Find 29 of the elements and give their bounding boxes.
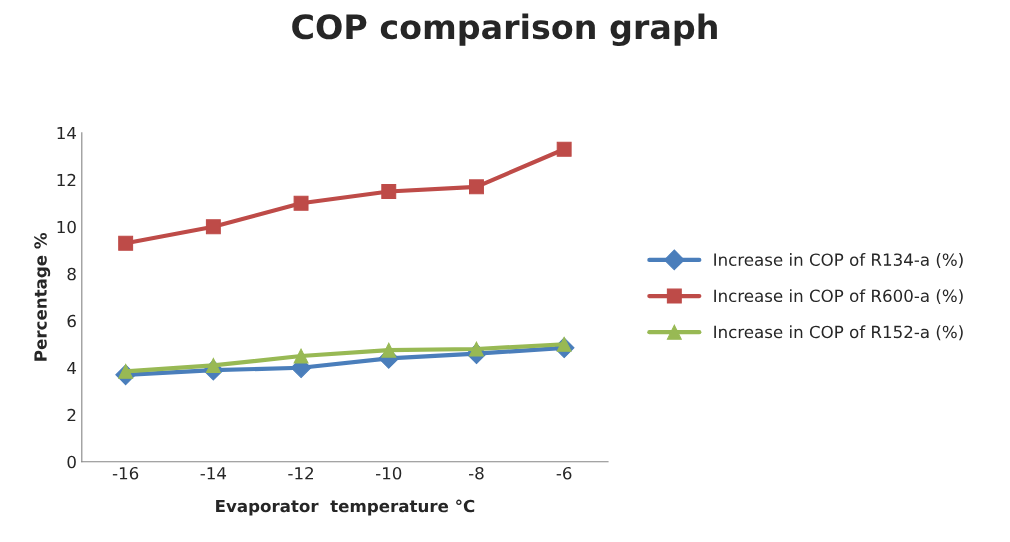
y-axis-title: Percentage % [34, 232, 51, 361]
point [293, 348, 309, 364]
legend-label: Increase in COP of R152-a (%) [714, 325, 963, 341]
x-tick-label: -6 [556, 466, 572, 480]
x-axis-title: Evaporator temperature °C [216, 499, 475, 516]
point [556, 141, 572, 157]
y-tick-label: 4 [67, 361, 77, 375]
y-tick-label: 12 [57, 173, 76, 187]
point [118, 235, 134, 251]
point [469, 179, 484, 195]
x-tick-label: -8 [468, 466, 484, 480]
point [205, 357, 221, 373]
y-tick-label: 8 [67, 267, 76, 281]
legend-label: Increase in COP of R600-a (%) [714, 289, 963, 305]
y-tick-label: 2 [67, 408, 76, 422]
x-tick-label: -16 [112, 466, 139, 480]
x-tick-label: -10 [375, 466, 402, 480]
legend-label: Increase in COP of R134-a (%) [714, 253, 963, 268]
y-tick-label: 6 [67, 314, 76, 328]
point [293, 195, 309, 211]
y-tick-label: 0 [67, 455, 76, 469]
x-tick-label: -14 [200, 467, 227, 480]
point [381, 342, 397, 358]
x-tick-label: -12 [288, 466, 314, 480]
point [381, 184, 397, 199]
y-tick-label: 10 [57, 220, 76, 234]
chart-title: COP comparison graph [292, 13, 717, 47]
point [205, 219, 221, 235]
y-tick-label: 14 [57, 126, 77, 140]
